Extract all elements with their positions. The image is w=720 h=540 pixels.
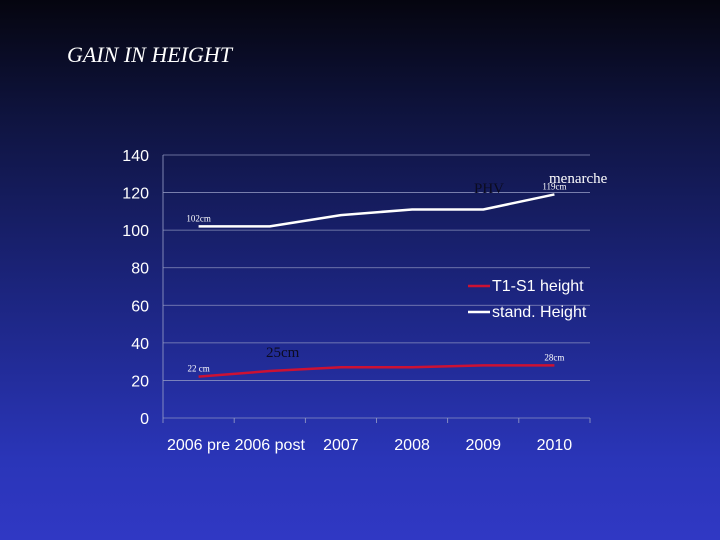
- y-tick-label: 80: [131, 261, 149, 278]
- x-axis-ticks: 2006 pre 2006 post 2007 2008 2009 2010: [167, 437, 572, 454]
- y-axis-ticks: 0 20 40 60 80 100 120 140: [122, 148, 149, 428]
- x-tick-label-2008: 2008: [394, 437, 430, 454]
- y-tick-label: 60: [131, 298, 149, 315]
- data-label: 102cm: [186, 213, 211, 223]
- data-label: 119cm: [542, 181, 566, 191]
- x-tick-label-2009: 2009: [465, 437, 501, 454]
- data-labels: 102cm 119cm 22 cm 28cm: [186, 181, 566, 373]
- x-tick-label-2006-post: 2006 post: [235, 437, 306, 454]
- slide-title: GAIN IN HEIGHT: [67, 42, 232, 67]
- annotation-gain: 25cm: [266, 345, 300, 361]
- y-tick-label: 40: [131, 336, 149, 353]
- y-tick-label: 120: [122, 186, 149, 203]
- data-label: 28cm: [544, 352, 564, 362]
- series-lines: [198, 193, 555, 378]
- legend: T1-S1 height stand. Height: [468, 278, 587, 321]
- series-line-stand-height: [198, 193, 555, 228]
- y-tick-label: 0: [140, 411, 149, 428]
- annotation-phv: PHV: [474, 181, 504, 197]
- legend-label-stand-height: stand. Height: [492, 304, 587, 321]
- legend-label-t1-s1: T1-S1 height: [492, 278, 584, 295]
- x-tick-label-2007: 2007: [323, 437, 359, 454]
- x-tick-label-2010: 2010: [537, 437, 573, 454]
- annotation-menarche: menarche: [549, 171, 608, 187]
- y-tick-label: 20: [131, 373, 149, 390]
- x-tick-label-2006-pre: 2006 pre: [167, 437, 230, 454]
- gridlines: [162, 154, 591, 423]
- y-tick-label: 140: [122, 148, 149, 165]
- series-line-t1-s1-height: [198, 364, 555, 378]
- data-label: 22 cm: [187, 364, 209, 374]
- y-tick-label: 100: [122, 223, 149, 240]
